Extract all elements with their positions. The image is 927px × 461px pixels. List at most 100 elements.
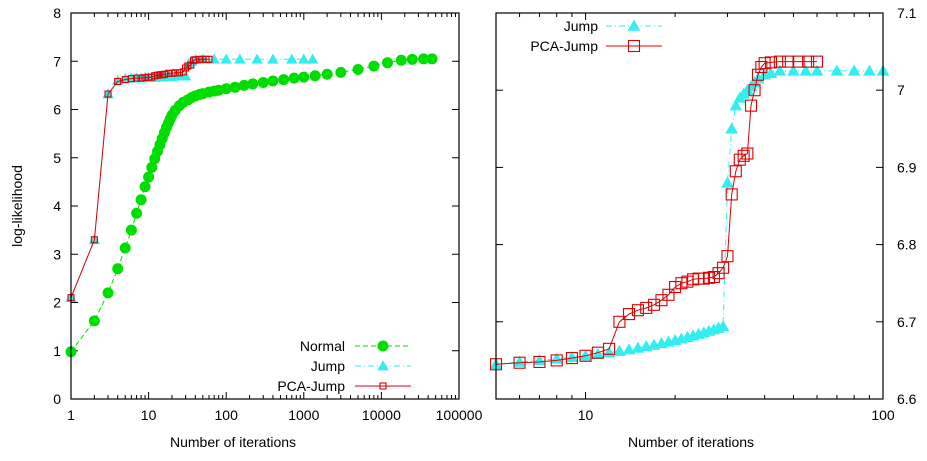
data-point-pca-jump: [758, 57, 771, 70]
data-point-normal: [238, 79, 250, 91]
right-chart-panel: 6.6 6.7 6.8 6.9 7 7.1 10 100 Number of iteratio…: [489, 5, 917, 450]
data-point-pca-jump: [648, 298, 661, 311]
data-point-normal: [139, 181, 151, 193]
data-point-jump: [863, 64, 876, 76]
data-point-pca-jump: [782, 55, 795, 68]
data-point-pca-jump: [669, 281, 682, 294]
data-point-normal: [88, 315, 100, 327]
right-plot-frame: [495, 12, 884, 400]
right-x-axis-label: Number of iterations: [628, 434, 754, 450]
data-point-jump: [591, 347, 605, 359]
data-point-normal: [143, 171, 155, 183]
x-tick-label: 100: [871, 407, 895, 423]
data-point-normal: [382, 57, 394, 69]
data-point-jump: [716, 320, 730, 332]
data-point-jump: [267, 53, 279, 64]
data-point-pca-jump: [164, 69, 172, 77]
data-point-jump: [306, 53, 319, 64]
data-point-normal: [288, 72, 300, 84]
y-tick-label: 7: [897, 82, 905, 98]
data-point-normal: [395, 54, 407, 66]
y-tick-label: 6.6: [897, 391, 917, 407]
data-point-pca-jump: [171, 69, 179, 77]
data-point-jump: [251, 53, 263, 64]
y-tick-label: 7: [53, 53, 61, 69]
y-tick-label: 8: [53, 5, 61, 21]
x-tick-label: 10: [578, 407, 594, 423]
y-tick-label: 6.8: [897, 237, 917, 253]
data-point-jump: [725, 122, 739, 134]
data-point-pca-jump: [707, 270, 720, 284]
data-point-jump: [830, 64, 844, 76]
data-point-pca-jump: [603, 342, 616, 355]
x-tick-label: 100: [215, 407, 239, 423]
data-point-jump: [810, 64, 824, 76]
data-point-normal: [418, 53, 430, 65]
data-point-pca-jump: [137, 74, 145, 82]
data-point-normal: [119, 242, 131, 254]
data-point-pca-jump: [702, 271, 716, 284]
data-point-pca-jump: [114, 77, 122, 86]
data-point-pca-jump: [764, 56, 777, 69]
data-point-pca-jump: [751, 68, 765, 81]
data-point-normal: [298, 71, 310, 83]
data-point-pca-jump: [717, 261, 730, 274]
legend-label-jump: Jump: [564, 18, 598, 34]
data-point-normal: [146, 161, 158, 173]
series-line-pca-jump: [495, 61, 817, 365]
data-point-pca-jump: [737, 149, 750, 162]
data-point-pca-jump: [662, 288, 675, 301]
series-line-jump: [495, 70, 883, 365]
legend-label-jump: Jump: [311, 358, 345, 374]
data-point-pca-jump: [721, 250, 734, 263]
data-point-normal: [125, 224, 137, 236]
data-point-pca-jump: [640, 301, 653, 314]
data-point-pca-jump: [741, 147, 754, 160]
y-tick-label: 2: [53, 295, 61, 311]
data-point-pca-jump: [579, 349, 592, 362]
legend-label-pca-jump: PCA-Jump: [277, 378, 345, 394]
data-point-normal: [278, 74, 290, 86]
x-tick-label: 1: [67, 407, 75, 423]
data-point-normal: [267, 75, 279, 87]
data-point-pca-jump: [631, 304, 644, 317]
data-point-pca-jump: [733, 153, 746, 166]
y-tick-label: 5: [53, 150, 61, 166]
data-point-pca-jump: [622, 308, 636, 321]
data-point-jump: [579, 349, 592, 361]
data-point-jump: [565, 350, 579, 363]
series-line-normal: [70, 58, 433, 353]
data-point-pca-jump: [160, 70, 168, 78]
y-tick-label: 1: [53, 343, 61, 359]
data-point-pca-jump: [191, 56, 199, 64]
data-point-jump: [622, 343, 636, 355]
legend-marker-jump: [377, 360, 389, 371]
data-point-jump: [721, 176, 734, 188]
data-point-normal: [135, 194, 147, 206]
legend-marker-pca-jump: [627, 39, 641, 53]
data-point-normal: [102, 287, 114, 299]
data-point-jump: [208, 53, 220, 64]
data-point-pca-jump: [773, 55, 786, 68]
data-point-normal: [112, 263, 124, 275]
left-x-axis-label: Number of iterations: [170, 434, 296, 450]
data-point-pca-jump: [127, 75, 135, 83]
data-point-pca-jump: [533, 355, 546, 368]
data-point-pca-jump: [513, 356, 526, 369]
data-point-normal: [406, 53, 418, 65]
data-point-jump: [179, 70, 192, 81]
data-point-jump: [729, 99, 743, 111]
data-point-pca-jump: [141, 74, 149, 82]
data-point-pca-jump: [725, 188, 738, 201]
y-tick-label: 6.9: [897, 159, 917, 175]
left-plot-frame: [70, 12, 460, 400]
data-point-normal: [309, 70, 321, 82]
data-point-jump: [286, 53, 298, 64]
data-point-normal: [368, 60, 380, 72]
y-tick-label: 0: [53, 391, 61, 407]
data-point-pca-jump: [729, 165, 742, 178]
data-point-pca-jump: [175, 69, 184, 77]
left-y-axis-label: log-likelihood: [9, 165, 25, 247]
data-point-pca-jump: [744, 99, 758, 112]
data-point-pca-jump: [565, 352, 578, 365]
